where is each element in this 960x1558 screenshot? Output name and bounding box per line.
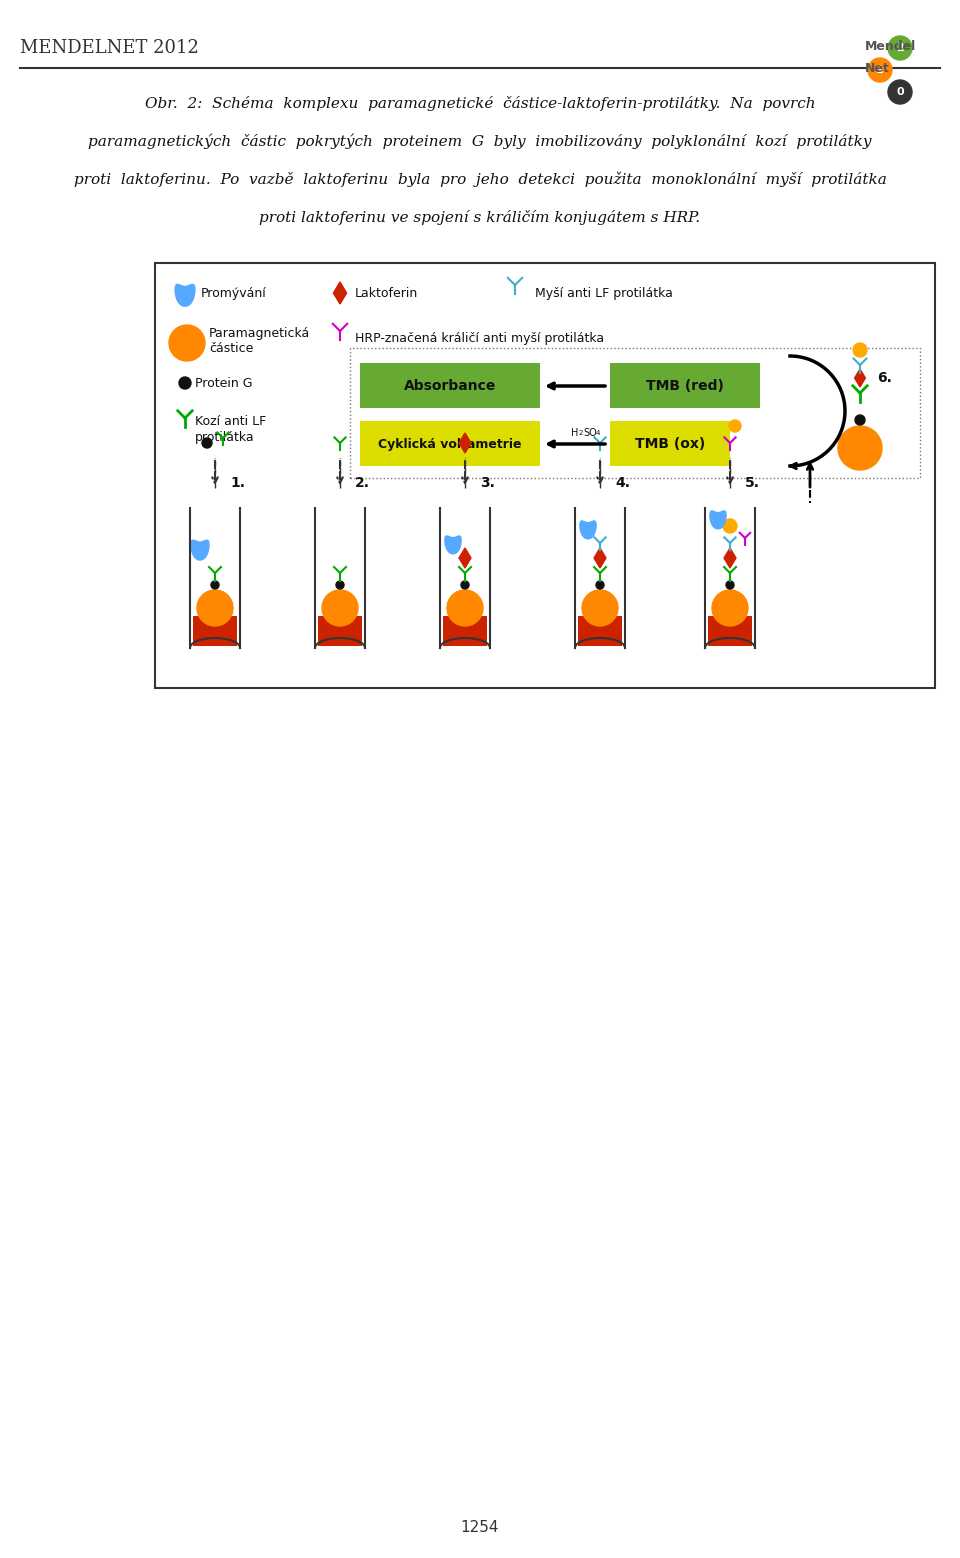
Text: 3.: 3.: [480, 477, 494, 491]
Text: Cyklická voltametrie: Cyklická voltametrie: [378, 438, 521, 450]
Text: částice: částice: [209, 341, 253, 355]
Circle shape: [336, 581, 344, 589]
Text: 6.: 6.: [877, 371, 892, 385]
FancyBboxPatch shape: [610, 363, 760, 408]
Circle shape: [855, 414, 865, 425]
Text: Mendel: Mendel: [865, 39, 916, 53]
Circle shape: [838, 425, 882, 471]
Circle shape: [888, 36, 912, 61]
Polygon shape: [459, 433, 471, 453]
Text: Myší anti LF protilátka: Myší anti LF protilátka: [535, 287, 673, 299]
Text: 2: 2: [896, 44, 904, 53]
Polygon shape: [724, 548, 736, 569]
Circle shape: [853, 343, 867, 357]
Circle shape: [211, 581, 219, 589]
Circle shape: [202, 438, 212, 449]
Text: Absorbance: Absorbance: [404, 379, 496, 393]
Text: Kozí anti LF: Kozí anti LF: [195, 414, 266, 427]
FancyBboxPatch shape: [443, 615, 487, 647]
Text: H: H: [571, 428, 579, 438]
Circle shape: [726, 581, 734, 589]
Text: TMB (red): TMB (red): [646, 379, 724, 393]
Circle shape: [169, 326, 205, 361]
Text: 2.: 2.: [355, 477, 370, 491]
Polygon shape: [444, 536, 461, 553]
Text: TMB (ox): TMB (ox): [635, 436, 706, 450]
Text: 1: 1: [876, 65, 884, 75]
Text: 1254: 1254: [461, 1521, 499, 1536]
Text: proti laktoferinu ve spojení s králičím konjugátem s HRP.: proti laktoferinu ve spojení s králičím …: [259, 209, 701, 224]
Text: Laktoferin: Laktoferin: [355, 287, 419, 299]
Circle shape: [461, 581, 469, 589]
Polygon shape: [459, 548, 471, 569]
Text: HRP-značená králičí anti myší protilátka: HRP-značená králičí anti myší protilátka: [355, 332, 604, 344]
FancyBboxPatch shape: [193, 615, 237, 647]
Circle shape: [322, 590, 358, 626]
FancyBboxPatch shape: [155, 263, 935, 689]
Text: MENDELNET 2012: MENDELNET 2012: [20, 39, 199, 58]
FancyBboxPatch shape: [610, 421, 730, 466]
Text: protilátka: protilátka: [195, 430, 254, 444]
Circle shape: [596, 581, 604, 589]
Text: 4.: 4.: [615, 477, 630, 491]
Text: Protein G: Protein G: [195, 377, 252, 390]
Text: 4: 4: [596, 430, 600, 436]
FancyBboxPatch shape: [578, 615, 622, 647]
FancyBboxPatch shape: [360, 421, 540, 466]
Text: 5.: 5.: [745, 477, 760, 491]
Polygon shape: [333, 282, 347, 304]
Text: 2: 2: [579, 430, 584, 436]
Circle shape: [179, 377, 191, 390]
FancyBboxPatch shape: [360, 363, 540, 408]
Circle shape: [723, 519, 737, 533]
Circle shape: [447, 590, 483, 626]
Polygon shape: [854, 369, 865, 386]
FancyBboxPatch shape: [350, 347, 920, 478]
Polygon shape: [709, 511, 726, 528]
Text: 1.: 1.: [230, 477, 245, 491]
Text: Net: Net: [865, 61, 890, 75]
Circle shape: [582, 590, 618, 626]
Circle shape: [888, 79, 912, 104]
FancyBboxPatch shape: [708, 615, 752, 647]
Text: 0: 0: [897, 87, 903, 97]
Polygon shape: [175, 285, 195, 307]
Text: Paramagnetická: Paramagnetická: [209, 327, 310, 340]
Circle shape: [712, 590, 748, 626]
Text: SO: SO: [583, 428, 597, 438]
Circle shape: [868, 58, 892, 83]
Polygon shape: [594, 548, 606, 569]
Text: Obr.  2:  Schéma  komplexu  paramagnetické  částice-laktoferin-protilátky.  Na  : Obr. 2: Schéma komplexu paramagnetické č…: [145, 95, 815, 111]
Circle shape: [197, 590, 233, 626]
Polygon shape: [191, 541, 209, 559]
Text: paramagnetických  částic  pokrytých  proteinem  G  byly  imobilizovány  polyklon: paramagnetických částic pokrytých protei…: [88, 134, 872, 148]
Polygon shape: [580, 520, 596, 539]
Circle shape: [729, 421, 741, 432]
FancyBboxPatch shape: [318, 615, 362, 647]
Text: Promývání: Promývání: [201, 287, 267, 299]
Text: proti  laktoferinu.  Po  vazbě  laktoferinu  byla  pro  jeho  detekci  použita  : proti laktoferinu. Po vazbě laktoferinu …: [74, 171, 886, 187]
